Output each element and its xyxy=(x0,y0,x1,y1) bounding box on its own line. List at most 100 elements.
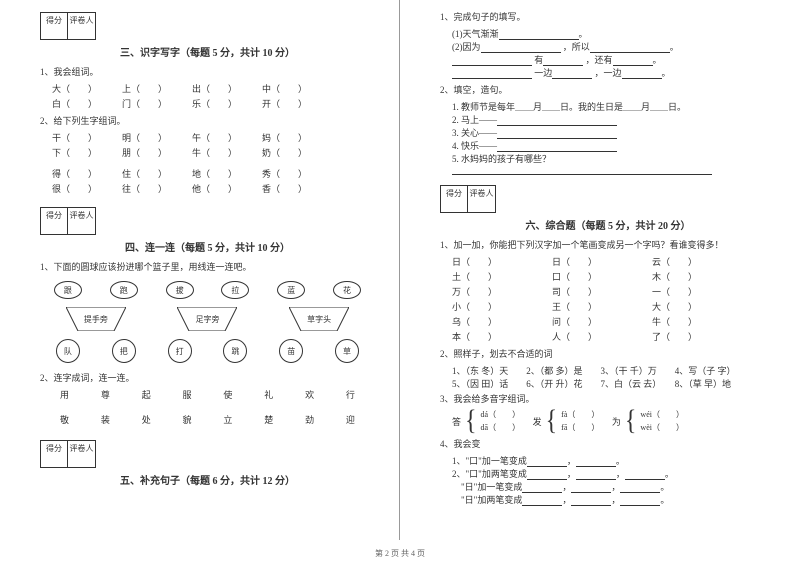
sec5-q1-line3: 有 ，还有。 xyxy=(440,53,776,66)
ovals-row: 跟 跑 拔 拉 蓝 花 xyxy=(40,281,375,299)
text: ，还有 xyxy=(586,55,613,65)
sec6-q2-line2: 5、（因 田）话 6、（开 升）花 7、白（云 去） 8、（草 早）地 xyxy=(440,377,776,390)
right-column: 1、完成句子的填写。 (1)天气渐渐。 (2)因为 ，所以。 有 ，还有。 一边… xyxy=(400,0,800,540)
reading: wéi（ ） xyxy=(640,409,684,420)
word-char: 服 xyxy=(183,388,192,401)
char-slot: 下（ ） xyxy=(52,146,122,159)
blank-line xyxy=(452,69,532,79)
text: 4. 快乐—— xyxy=(452,141,497,151)
char-slot: 得（ ） xyxy=(52,167,122,180)
oval-shape: 跟 xyxy=(54,281,82,299)
sec6-q4: 4、我会变 xyxy=(440,437,776,450)
text: 3. 关心—— xyxy=(452,128,497,138)
table-row: 土（ ）口（ ）木（ ） xyxy=(452,270,776,285)
blank-line xyxy=(527,457,567,467)
score-box-3: 得分 评卷人 xyxy=(40,12,375,40)
sec3-q1-row1: 大（ ） 上（ ） 出（ ） 中（ ） xyxy=(40,82,375,97)
char-slot: 本（ ） xyxy=(452,330,552,343)
blank-line xyxy=(543,56,583,66)
sec3-q1: 1、我会组词。 xyxy=(40,65,375,78)
blank-line xyxy=(527,470,567,480)
sec5-q2-1: 1. 教师节是每年＿＿月＿＿日。我的生日是＿＿月＿＿日。 xyxy=(440,100,776,113)
blank-line xyxy=(552,69,592,79)
table-row: 乌（ ）问（ ）牛（ ） xyxy=(452,315,776,330)
char-slot: 往（ ） xyxy=(122,182,192,195)
brace-icon: { xyxy=(465,414,477,428)
section-6-title: 六、综合题（每题 5 分，共计 20 分） xyxy=(440,217,776,232)
char-slot: 木（ ） xyxy=(652,270,722,283)
char-slot: 问（ ） xyxy=(552,315,652,328)
page-container: 得分 评卷人 三、识字写字（每题 5 分，共计 10 分） 1、我会组词。 大（… xyxy=(0,0,800,540)
sec5-q2-3: 3. 关心—— xyxy=(440,126,776,139)
word-char: 貌 xyxy=(183,413,192,426)
text: 2. 马上—— xyxy=(452,115,497,125)
score-label: 得分 xyxy=(40,207,68,235)
word-char: 礼 xyxy=(264,388,273,401)
sec4-q2-top: 用 尊 起 服 使 礼 欢 行 xyxy=(60,388,355,401)
oval-shape: 花 xyxy=(333,281,361,299)
trapezoid-shape: 提手旁 xyxy=(66,307,126,331)
word-char: 劲 xyxy=(305,413,314,426)
grader-label: 评卷人 xyxy=(68,12,96,40)
section-3-title: 三、识字写字（每题 5 分，共计 10 分） xyxy=(40,44,375,59)
sec4-q2-bot: 敬 装 处 貌 立 楚 劲 迎 xyxy=(60,413,355,426)
char-slot: 司（ ） xyxy=(552,285,652,298)
char-slot: 小（ ） xyxy=(452,300,552,313)
char-slot: 白（ ） xyxy=(52,97,122,110)
sec5-q2-4: 4. 快乐—— xyxy=(440,139,776,152)
sec6-q2: 2、照样子，划去不合适的词 xyxy=(440,347,776,360)
text: 1、"口"加一笔变成 xyxy=(452,456,527,466)
blank-line xyxy=(613,56,653,66)
reading: wèi（ ） xyxy=(640,422,684,433)
blank-line xyxy=(576,457,616,467)
sec5-q1: 1、完成句子的填写。 xyxy=(440,10,776,23)
char-slot: 干（ ） xyxy=(52,131,122,144)
trapezoid-row: 提手旁 足字旁 草字头 xyxy=(40,307,375,331)
pinyin-char: 发 xyxy=(533,415,542,428)
char-slot: 日（ ） xyxy=(452,255,552,268)
char-slot: 出（ ） xyxy=(192,82,262,95)
char-slot: 云（ ） xyxy=(652,255,722,268)
char-slot: 很（ ） xyxy=(52,182,122,195)
text: "日"加两笔变成 xyxy=(452,495,522,505)
word-char: 敬 xyxy=(60,413,69,426)
score-box-4: 得分 评卷人 xyxy=(40,207,375,235)
char-slot: 大（ ） xyxy=(52,82,122,95)
word-char: 用 xyxy=(60,388,69,401)
circle-shape: 苗 xyxy=(279,339,303,363)
char-slot: 地（ ） xyxy=(192,167,262,180)
text: ，所以 xyxy=(563,42,590,52)
sec6-q3: 3、我会给多音字组词。 xyxy=(440,392,776,405)
char-slot: 牛（ ） xyxy=(192,146,262,159)
reading: fā（ ） xyxy=(561,422,599,433)
circle-shape: 把 xyxy=(112,339,136,363)
oval-shape: 拉 xyxy=(221,281,249,299)
blank-line xyxy=(522,483,562,493)
grader-label: 评卷人 xyxy=(68,440,96,468)
char-slot: 万（ ） xyxy=(452,285,552,298)
char-slot: 上（ ） xyxy=(122,82,192,95)
blank-line xyxy=(452,165,712,175)
blank-line xyxy=(576,470,616,480)
circle-shape: 打 xyxy=(168,339,192,363)
word-char: 尊 xyxy=(101,388,110,401)
pinyin-char: 答 xyxy=(452,415,461,428)
pinyin-char: 为 xyxy=(612,415,621,428)
circles-row: 队 把 打 跳 苗 草 xyxy=(40,339,375,363)
trap-label: 草字头 xyxy=(307,314,331,325)
circle-shape: 队 xyxy=(56,339,80,363)
section-4-title: 四、连一连（每题 5 分，共计 10 分） xyxy=(40,239,375,254)
sec6-q1-rows: 日（ ）日（ ）云（ ） 土（ ）口（ ）木（ ） 万（ ）司（ ）一（ ） 小… xyxy=(440,255,776,345)
text: 一边 xyxy=(534,68,552,78)
char-slot: 奶（ ） xyxy=(262,146,332,159)
page-footer: 第 2 页 共 4 页 xyxy=(0,548,800,559)
brace-icon: { xyxy=(546,414,558,428)
sec5-q2: 2、填空，造句。 xyxy=(440,83,776,96)
char-slot: 秀（ ） xyxy=(262,167,332,180)
sec6-q4-2: 2、"口"加两笔变成，，。 xyxy=(440,467,776,480)
blank-line xyxy=(481,43,561,53)
word-char: 迎 xyxy=(346,413,355,426)
sec4-q2: 2、连字成词，连一连。 xyxy=(40,371,375,384)
sec5-q1-line2: (2)因为 ，所以。 xyxy=(440,40,776,53)
word-char: 欢 xyxy=(305,388,314,401)
